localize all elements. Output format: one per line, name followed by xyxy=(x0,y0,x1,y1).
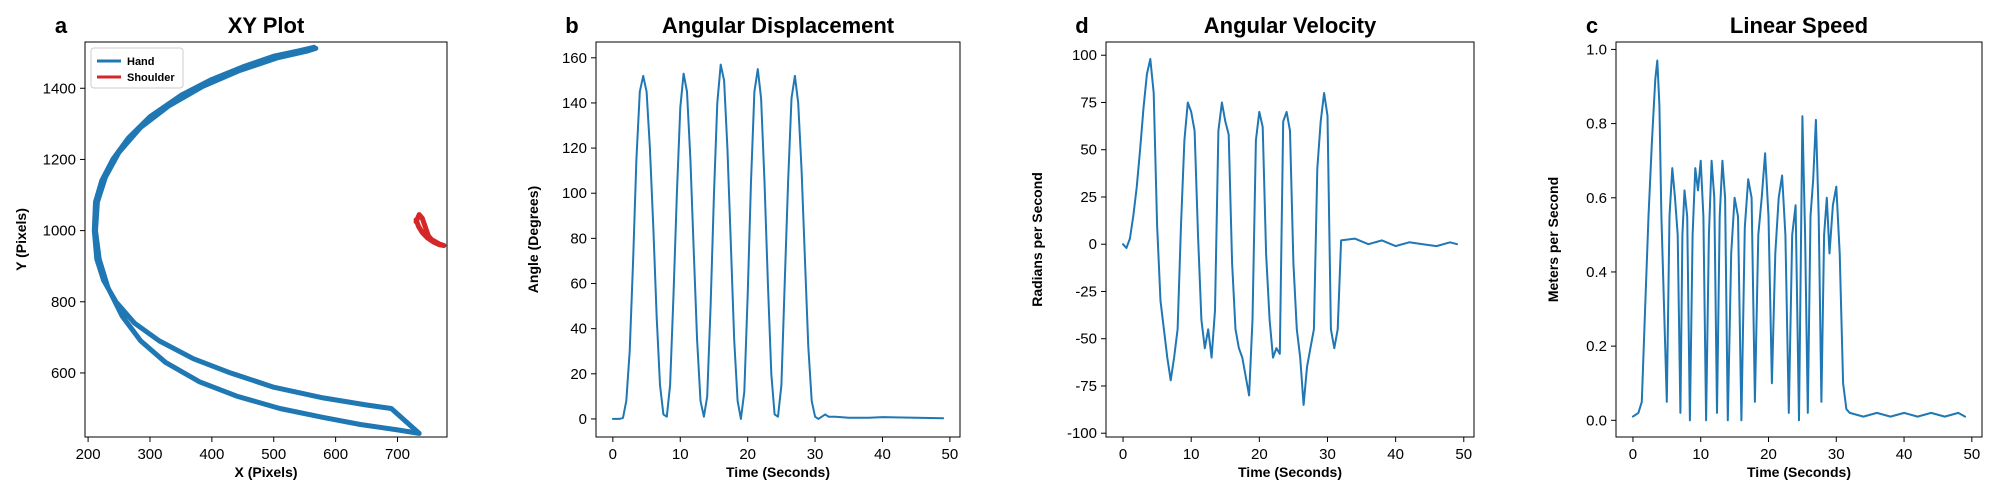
panel-angular-displacement: Angular Displacement b 0 10 20 30 40 50 0 20 40 60 8… xyxy=(525,13,961,480)
x-tick-label: 40 xyxy=(874,446,891,463)
shoulder-line xyxy=(413,212,447,248)
x-tick-label: 700 xyxy=(385,446,410,463)
x-tick-label: 200 xyxy=(76,446,101,463)
x-tick-label: 30 xyxy=(807,446,824,463)
plot-frame xyxy=(84,41,448,438)
y-tick-label: -75 xyxy=(1075,378,1097,395)
chart-title: Angular Displacement xyxy=(662,13,895,38)
x-tick-label: 0 xyxy=(609,446,617,463)
x-tick-label: 30 xyxy=(1828,446,1845,463)
y-tick-label: 0.8 xyxy=(1586,116,1607,133)
y-tick-label: 120 xyxy=(562,140,587,157)
y-tick-label: 100 xyxy=(562,185,587,202)
x-tick-label: 600 xyxy=(323,446,348,463)
x-tick-label: 20 xyxy=(1760,446,1777,463)
legend-entry: Hand xyxy=(127,56,155,68)
y-tick-label: 600 xyxy=(51,365,76,382)
x-tick-label: 50 xyxy=(1455,446,1472,463)
y-tick-label: 160 xyxy=(562,50,587,67)
y-tick-label: 0 xyxy=(579,411,587,428)
y-axis-label: Y (Pixels) xyxy=(13,208,29,271)
panel-angular-velocity: Angular Velocity d 0 10 20 30 40 50 -100 -75 -50 -2… xyxy=(1029,13,1475,480)
plot-frame xyxy=(1615,41,1983,438)
x-tick-label: 0 xyxy=(1629,446,1637,463)
y-tick-label: 1.0 xyxy=(1586,41,1607,58)
chart-title: XY Plot xyxy=(228,13,305,38)
x-axis-label: Time (Seconds) xyxy=(1747,464,1851,480)
x-tick-label: 10 xyxy=(1183,446,1200,463)
panel-xy-plot: XY Plot a 200 300 400 500 600 700 600 800 1000 1200… xyxy=(13,13,448,480)
y-tick-label: 1000 xyxy=(43,223,76,240)
y-tick-label: 60 xyxy=(570,276,587,293)
panel-linear-speed: Linear Speed c 0 10 20 30 40 50 0.0 0.2 0.4 0.6 0.8 1… xyxy=(1545,13,1983,480)
panel-letter: a xyxy=(55,13,68,38)
y-tick-label: 75 xyxy=(1080,94,1097,111)
x-tick-label: 300 xyxy=(137,446,162,463)
x-tick-label: 50 xyxy=(942,446,959,463)
x-tick-label: 20 xyxy=(739,446,756,463)
series-line xyxy=(1122,58,1458,406)
y-tick-label: 140 xyxy=(562,95,587,112)
x-axis-label: Time (Seconds) xyxy=(726,464,830,480)
y-tick-label: 0.4 xyxy=(1586,264,1607,281)
y-tick-label: 20 xyxy=(570,366,587,383)
plot-frame xyxy=(595,41,961,438)
x-tick-label: 20 xyxy=(1251,446,1268,463)
x-tick-label: 40 xyxy=(1387,446,1404,463)
y-axis-label: Meters per Second xyxy=(1545,177,1561,302)
chart-title: Angular Velocity xyxy=(1204,13,1377,38)
y-tick-label: 0.6 xyxy=(1586,190,1607,207)
series-line xyxy=(611,63,945,420)
y-axis-label: Radians per Second xyxy=(1029,172,1045,307)
y-axis-label: Angle (Degrees) xyxy=(525,186,541,293)
y-tick-label: 800 xyxy=(51,294,76,311)
y-tick-label: 40 xyxy=(570,321,587,338)
plot-frame xyxy=(1105,41,1475,438)
y-tick-label: 0.0 xyxy=(1586,412,1607,429)
chart-title: Linear Speed xyxy=(1730,13,1868,38)
x-tick-label: 50 xyxy=(1963,446,1980,463)
panel-letter: c xyxy=(1586,13,1598,38)
x-tick-label: 30 xyxy=(1319,446,1336,463)
series-line xyxy=(1631,59,1967,422)
y-tick-label: -50 xyxy=(1075,331,1097,348)
y-tick-label: -100 xyxy=(1067,425,1097,442)
y-tick-label: 25 xyxy=(1080,189,1097,206)
panel-letter: b xyxy=(565,13,578,38)
x-axis-label: X (Pixels) xyxy=(234,464,297,480)
x-tick-label: 400 xyxy=(199,446,224,463)
x-tick-label: 0 xyxy=(1119,446,1127,463)
x-tick-label: 10 xyxy=(672,446,689,463)
legend-entry: Shoulder xyxy=(127,72,175,84)
x-tick-label: 500 xyxy=(261,446,286,463)
y-tick-label: 50 xyxy=(1080,142,1097,159)
y-tick-label: 0.2 xyxy=(1586,338,1607,355)
y-tick-label: 100 xyxy=(1072,47,1097,64)
legend: Hand Shoulder xyxy=(90,47,184,89)
hand-line xyxy=(91,44,422,436)
panel-letter: d xyxy=(1075,13,1088,38)
y-tick-label: 80 xyxy=(570,230,587,247)
y-tick-label: 1200 xyxy=(43,151,76,168)
x-tick-label: 40 xyxy=(1896,446,1913,463)
x-axis-label: Time (Seconds) xyxy=(1238,464,1342,480)
x-tick-label: 10 xyxy=(1692,446,1709,463)
y-tick-label: -25 xyxy=(1075,283,1097,300)
y-tick-label: 1400 xyxy=(43,80,76,97)
y-tick-label: 0 xyxy=(1089,236,1097,253)
